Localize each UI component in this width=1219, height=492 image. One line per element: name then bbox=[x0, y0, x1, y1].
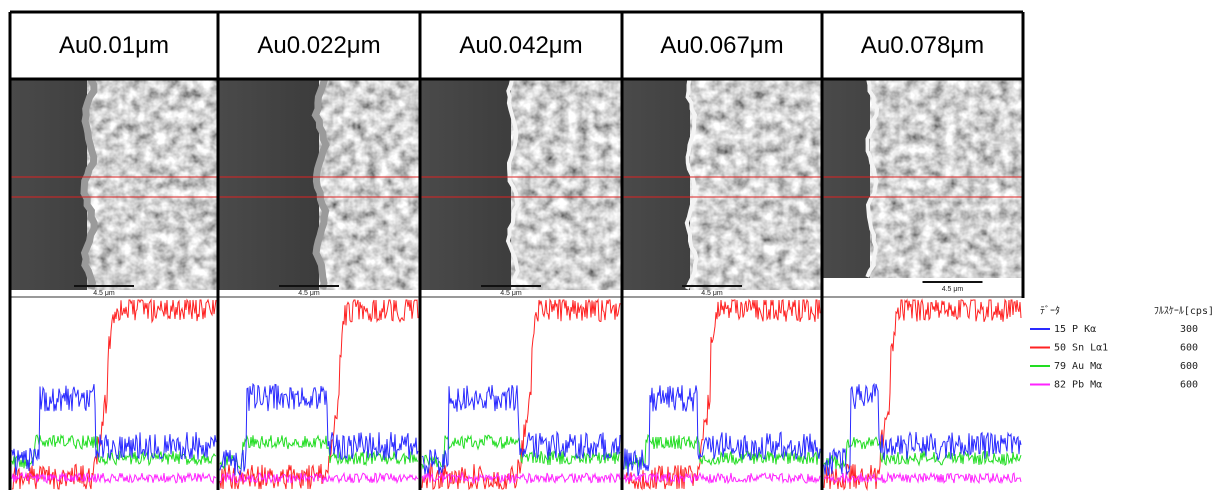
scale-bar-label: 4.5 μm bbox=[500, 290, 522, 297]
legend-label: 50 Sn Lα1 bbox=[1054, 343, 1108, 354]
column-header: Au0.022μm bbox=[257, 32, 380, 59]
sem-image-texture bbox=[870, 79, 1023, 278]
scale-bar-label: 4.5 μm bbox=[701, 290, 723, 297]
scale-bar-label: 4.5 μm bbox=[298, 290, 320, 297]
column-header: Au0.067μm bbox=[660, 32, 783, 59]
column-header: Au0.042μm bbox=[459, 32, 582, 59]
scale-bar-label: 4.5 μm bbox=[942, 286, 964, 293]
legend-label: 82 Pb Mα bbox=[1054, 380, 1102, 391]
legend-scale: 600 bbox=[1180, 361, 1198, 372]
legend-label: 15 P Kα bbox=[1054, 324, 1096, 335]
legend-scale: 300 bbox=[1180, 324, 1198, 335]
sem-image-texture bbox=[319, 79, 420, 290]
column-header: Au0.078μm bbox=[861, 32, 984, 59]
sem-image-texture bbox=[87, 79, 218, 290]
scale-bar-label: 4.5 μm bbox=[93, 290, 115, 297]
legend-scale: 600 bbox=[1180, 343, 1198, 354]
legend-header: ﾌﾙｽｹｰﾙ[cps] bbox=[1154, 305, 1214, 317]
legend-scale: 600 bbox=[1180, 380, 1198, 391]
panels: Au0.01μm 4.5 μm Au0.022μm 4.5 μm Au0.042μm 4.… bbox=[10, 12, 1214, 490]
legend-label: 79 Au Mα bbox=[1054, 361, 1102, 372]
sem-image-texture bbox=[690, 79, 822, 290]
sem-image-texture bbox=[511, 79, 622, 290]
column-header: Au0.01μm bbox=[59, 32, 169, 59]
scale-bar-area bbox=[822, 278, 1023, 297]
figure: Au0.01μm 4.5 μm Au0.022μm 4.5 μm Au0.042μm 4.… bbox=[0, 0, 1219, 492]
legend-header: ﾃﾞｰﾀ bbox=[1040, 305, 1060, 317]
